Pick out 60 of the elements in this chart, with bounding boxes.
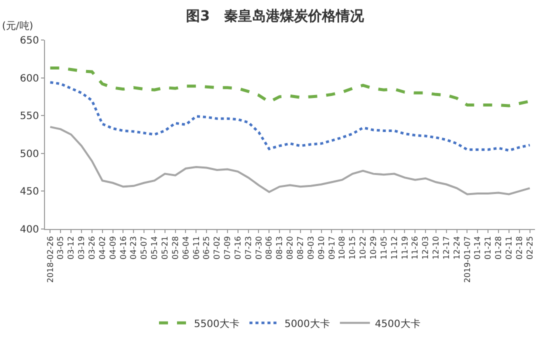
x-tick-label: 07-02	[212, 236, 222, 260]
x-tick-label: 11-26	[410, 236, 420, 260]
x-tick-label: 09-03	[306, 236, 316, 260]
x-tick-label: 08-06	[264, 236, 274, 260]
x-tick-label: 12-17	[442, 236, 451, 260]
x-tick-label: 10-22	[358, 236, 368, 260]
x-tick-label: 12-10	[432, 236, 441, 260]
x-tick-label: 06-11	[192, 236, 201, 260]
y-tick-label: 400	[20, 224, 39, 236]
x-tick-label: 01-28	[494, 236, 504, 260]
x-tick-label: 09-10	[316, 236, 326, 260]
y-tick-label: 650	[20, 36, 39, 46]
x-tick-label: 11-05	[379, 236, 388, 260]
y-tick-label: 600	[20, 73, 39, 84]
x-tick-label: 04-02	[98, 236, 107, 260]
x-tick-label: 03-26	[88, 236, 97, 260]
x-tick-label: 11-19	[400, 236, 410, 260]
x-tick-label: 08-13	[275, 236, 284, 260]
y-tick-label: 500	[20, 148, 39, 160]
line-series	[49, 126, 531, 196]
x-tick-label: 02-25	[525, 236, 534, 260]
x-tick-label: 02-11	[504, 236, 514, 260]
x-tick-label: 07-23	[244, 236, 253, 260]
legend-label: 5500大卡	[194, 318, 240, 330]
x-tick-label: 07-16	[233, 236, 242, 260]
x-tick-label: 03-19	[77, 236, 86, 260]
x-tick-label: 10-15	[348, 236, 358, 260]
x-tick-label: 05-21	[160, 236, 170, 260]
x-tick-label: 05-28	[170, 236, 180, 260]
x-tick-label: 12-24	[452, 236, 462, 260]
x-tick-label: 06-04	[181, 236, 190, 260]
y-axis-title: (元/吨)	[2, 20, 34, 32]
x-tick-label: 12-03	[421, 236, 430, 260]
x-tick-label: 03-12	[66, 236, 76, 260]
x-tick-label: 2019-01-07	[462, 236, 472, 283]
legend-label: 5000大卡	[284, 318, 330, 330]
x-tick-label: 02-18	[514, 236, 524, 260]
chart-title: 图3 秦皇岛港煤炭价格情况	[186, 8, 365, 24]
y-tick-label: 450	[20, 186, 39, 198]
x-tick-label: 10-08	[338, 236, 347, 260]
line-series	[48, 81, 532, 152]
y-tick-label: 550	[20, 111, 39, 122]
x-tick-label: 06-25	[202, 236, 212, 260]
x-tick-label: 09-17	[327, 236, 336, 260]
x-tick-label: 03-05	[56, 236, 66, 260]
x-tick-label: 08-20	[286, 236, 295, 260]
x-tick-label: 2018-02-26	[46, 236, 55, 283]
x-tick-label: 01-21	[484, 236, 493, 260]
x-tick-label: 04-16	[118, 236, 128, 260]
x-tick-label: 10-29	[369, 236, 378, 260]
x-tick-label: 04-23	[129, 236, 138, 260]
x-tick-label: 05-14	[150, 236, 160, 260]
x-tick-label: 07-09	[223, 236, 232, 260]
x-tick-label: 04-09	[108, 236, 118, 260]
x-tick-label: 08-27	[296, 236, 306, 260]
x-tick-label: 11-12	[390, 236, 399, 260]
x-tick-label: 05-07	[140, 236, 149, 260]
x-tick-label: 07-30	[254, 236, 264, 260]
x-tick-label: 01-14	[473, 236, 482, 260]
legend-label: 4500大卡	[374, 318, 420, 330]
